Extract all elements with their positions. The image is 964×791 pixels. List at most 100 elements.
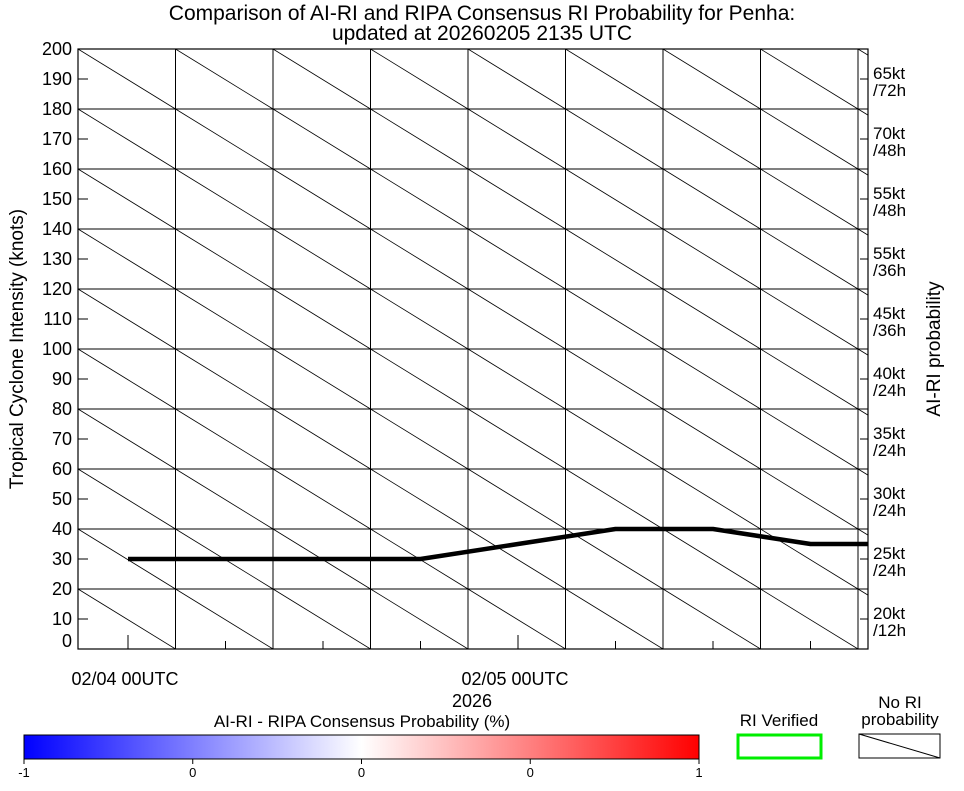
hatch-line — [662, 49, 761, 110]
ri-verified-swatch — [736, 733, 823, 760]
y-tick-label: 180 — [42, 99, 72, 119]
y-tick-label: 140 — [42, 219, 72, 239]
hatch-line — [565, 168, 664, 230]
right-label-hours: /48h — [873, 141, 906, 160]
hatch-line — [370, 49, 469, 110]
no-ri-swatch — [858, 733, 941, 759]
right-label-hours: /48h — [873, 201, 906, 220]
hatch-line — [370, 408, 469, 470]
hatch-line — [467, 108, 566, 170]
hatch-line — [467, 168, 566, 230]
hatch-line — [662, 468, 761, 530]
colorbar — [23, 734, 700, 760]
hatch-line — [565, 408, 664, 470]
hatch-line — [565, 108, 664, 170]
y-tick-label: 100 — [42, 339, 72, 359]
y-tick-label: 30 — [52, 549, 72, 569]
right-label-kt: 55kt — [873, 244, 905, 263]
hatch-line — [272, 468, 371, 530]
right-label-kt: 35kt — [873, 424, 905, 443]
right-label-kt: 40kt — [873, 364, 905, 383]
y-tick-label: 130 — [42, 249, 72, 269]
y-tick-label: 20 — [52, 579, 72, 599]
hatch-line — [662, 228, 761, 290]
hatch-line — [467, 588, 566, 649]
hatch-line — [175, 228, 274, 290]
hatch-line — [662, 528, 761, 590]
hatch-line — [467, 228, 566, 290]
hatch-line — [467, 348, 566, 410]
hatch-line — [370, 348, 469, 410]
right-label-hours: /36h — [873, 261, 906, 280]
hatch-line — [467, 408, 566, 470]
hatch-line — [272, 49, 371, 110]
right-ri-threshold-labels: 65kt/72h70kt/48h55kt/48h55kt/36h45kt/36h… — [873, 64, 906, 640]
hatch-line — [662, 108, 761, 170]
hatch-line — [760, 228, 859, 290]
y-tick-label: 90 — [52, 369, 72, 389]
y-tick-label: 80 — [52, 399, 72, 419]
x-axis-label: 2026 — [452, 691, 492, 711]
hatch-line — [78, 49, 176, 110]
hatch-line — [662, 408, 761, 470]
hatch-line — [78, 408, 176, 470]
right-label-hours: /72h — [873, 81, 906, 100]
hatch-line — [272, 588, 371, 649]
y-tick-label: 110 — [43, 309, 72, 329]
hatch-line — [175, 288, 274, 350]
x-tick-label: 02/05 00UTC — [461, 669, 568, 689]
right-label-hours: /36h — [873, 321, 906, 340]
right-label-hours: /12h — [873, 621, 906, 640]
y-tick-label: 70 — [52, 429, 72, 449]
hatch-line — [272, 288, 371, 350]
hatch-line — [760, 49, 859, 110]
y-axis-ticks: 010 20 30 40 50 60 70 80 90 100 110 120 130 140 150 160… — [42, 39, 868, 651]
y-tick-label: 0 — [62, 631, 72, 651]
intensity-series-line — [128, 526, 868, 562]
y-tick-label: 200 — [42, 39, 72, 59]
colorbar-ticks: -1 0 0 0 1 — [18, 759, 703, 780]
hatch-line — [175, 49, 274, 110]
y-tick-label: 40 — [52, 519, 72, 539]
hatch-line — [175, 348, 274, 410]
chart-subtitle: updated at 20260205 2135 UTC — [332, 22, 632, 45]
hatch-line — [370, 168, 469, 230]
no-ri-label-line2: probability — [861, 710, 939, 729]
hatch-line — [662, 348, 761, 410]
colorbar-tick-label: 1 — [695, 765, 702, 780]
hatch-line — [370, 588, 469, 649]
y-tick-label: 160 — [42, 159, 72, 179]
right-label-hours: /24h — [873, 501, 906, 520]
hatch-line — [662, 168, 761, 230]
hatch-line — [78, 168, 176, 230]
hatch-line — [760, 408, 859, 470]
y-tick-label: 50 — [52, 489, 72, 509]
x-axis-ticks: 02/04 00UTC 02/05 00UTC — [71, 635, 811, 689]
right-label-kt: 25kt — [873, 544, 905, 563]
ri-verified-label: RI Verified — [740, 711, 818, 730]
hatch-line — [175, 408, 274, 470]
hatch-line — [467, 49, 566, 110]
colorbar-tick-label: 0 — [358, 765, 365, 780]
hatch-line — [370, 108, 469, 170]
colorbar-tick-label: 0 — [527, 765, 534, 780]
x-tick-label: 02/04 00UTC — [71, 669, 178, 689]
hatch-line — [78, 528, 176, 590]
hatch-line — [760, 108, 859, 170]
colorbar-label: AI-RI - RIPA Consensus Probability (%) — [214, 712, 510, 731]
hatch-line — [565, 468, 664, 530]
hatch-line — [370, 288, 469, 350]
hatch-line — [565, 288, 664, 350]
hatch-line — [175, 108, 274, 170]
hatch-line — [272, 168, 371, 230]
hatch-line — [78, 588, 176, 649]
y-tick-label: 60 — [52, 459, 72, 479]
hatch-line — [78, 468, 176, 530]
hatch-line — [370, 228, 469, 290]
hatch-line — [565, 528, 664, 590]
right-label-kt: 65kt — [873, 64, 905, 83]
right-label-hours: /24h — [873, 561, 906, 580]
right-label-kt: 55kt — [873, 184, 905, 203]
right-label-kt: 70kt — [873, 124, 905, 143]
